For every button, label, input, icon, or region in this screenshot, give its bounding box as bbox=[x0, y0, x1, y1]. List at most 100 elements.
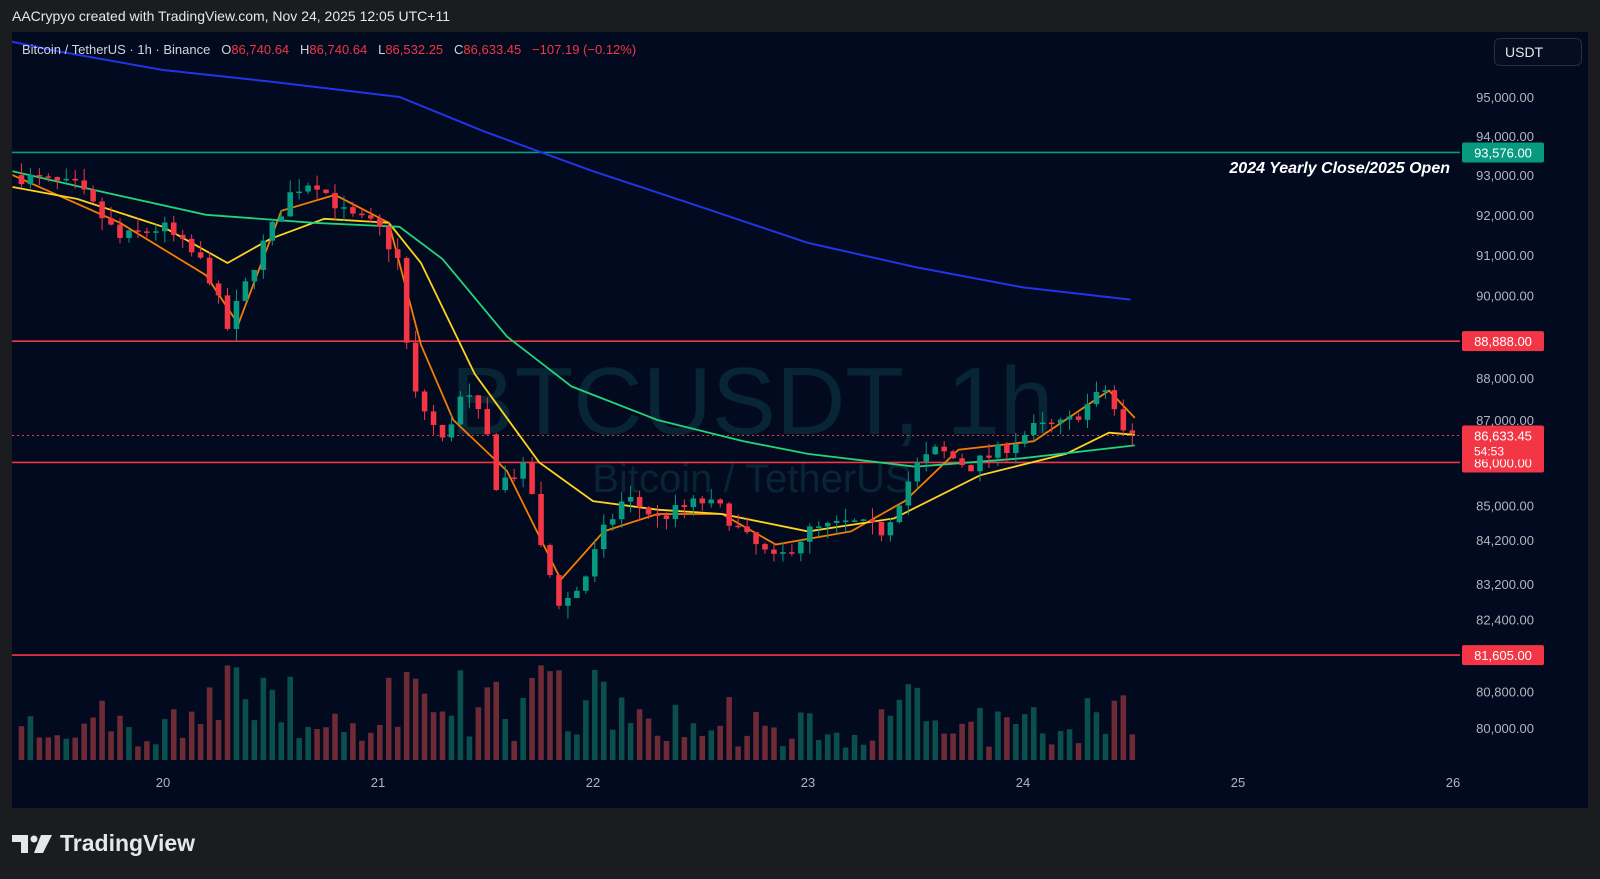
candle-body bbox=[896, 505, 903, 523]
candle-body bbox=[1111, 390, 1118, 410]
volume-bar bbox=[762, 725, 768, 760]
candle-body bbox=[215, 283, 222, 296]
candle-body bbox=[592, 549, 598, 577]
volume-bar bbox=[1129, 734, 1136, 760]
symbol-label[interactable]: Bitcoin / TetherUS · 1h · Binance bbox=[22, 42, 211, 57]
volume-bar bbox=[824, 734, 831, 760]
volume-bar bbox=[341, 732, 347, 760]
volume-bar bbox=[914, 687, 921, 760]
volume-bar bbox=[421, 693, 428, 760]
currency-button[interactable]: USDT bbox=[1494, 38, 1582, 66]
yearly-close-annotation: 2024 Yearly Close/2025 Open bbox=[1228, 160, 1450, 177]
volume-bar bbox=[278, 722, 285, 760]
level-price-tag bbox=[1462, 645, 1544, 666]
candle-body bbox=[556, 575, 562, 606]
time-axis-tick: 22 bbox=[586, 775, 600, 790]
volume-bar bbox=[260, 677, 267, 760]
candle-body bbox=[144, 231, 150, 233]
candle-body bbox=[511, 477, 517, 480]
candle-body bbox=[251, 269, 258, 282]
candle-body bbox=[600, 524, 607, 550]
candle-body bbox=[726, 503, 732, 526]
watermark-name: Bitcoin / TetherUS bbox=[592, 457, 911, 501]
volume-bar bbox=[484, 687, 491, 760]
price-chart[interactable]: BTCUSDT, 1h Bitcoin / TetherUS 93,576.00… bbox=[12, 32, 1588, 808]
volume-bar bbox=[735, 746, 741, 760]
candle-body bbox=[162, 222, 168, 232]
volume-bar bbox=[699, 735, 706, 760]
candle-body bbox=[108, 218, 114, 225]
candle-body bbox=[824, 522, 831, 527]
volume-bar bbox=[135, 746, 141, 760]
volume-bar bbox=[1120, 695, 1127, 760]
level-price-tag bbox=[1462, 142, 1544, 163]
close-value: 86,633.45 bbox=[463, 42, 522, 57]
volume-bar bbox=[36, 737, 43, 760]
volume-bar bbox=[1075, 743, 1082, 760]
candle-body bbox=[439, 424, 446, 438]
volume-bar bbox=[681, 737, 688, 760]
candle-body bbox=[663, 515, 670, 520]
volume-bar bbox=[860, 744, 867, 760]
volume-bar bbox=[708, 730, 715, 760]
volume-bar bbox=[296, 738, 302, 760]
level-price-label: 88,888.00 bbox=[1474, 334, 1532, 349]
volume-bar bbox=[950, 733, 956, 760]
volume-bar bbox=[1084, 698, 1091, 760]
volume-bar bbox=[1102, 733, 1109, 760]
candle-body bbox=[385, 226, 392, 250]
candle-body bbox=[869, 519, 876, 523]
candle-body bbox=[914, 462, 921, 482]
volume-bar bbox=[789, 738, 795, 760]
tradingview-logo[interactable]: TradingView bbox=[12, 830, 195, 857]
candle-body bbox=[789, 552, 795, 554]
candle-body bbox=[421, 391, 428, 412]
candle-body bbox=[771, 549, 777, 554]
candle-body bbox=[368, 215, 374, 219]
volume-bar bbox=[323, 727, 329, 760]
price-axis-tick: 93,000.00 bbox=[1476, 168, 1534, 183]
volume-bar bbox=[350, 723, 356, 760]
volume-bar bbox=[72, 737, 78, 760]
candle-body bbox=[90, 189, 96, 202]
high-value: 86,740.64 bbox=[309, 42, 368, 57]
candle-body bbox=[1129, 430, 1136, 434]
candle-body bbox=[332, 192, 338, 209]
watermark-ticker: BTCUSDT, 1h bbox=[451, 348, 1054, 455]
candle-body bbox=[72, 178, 78, 181]
volume-bar bbox=[359, 740, 365, 760]
price-axis-tick: 92,000.00 bbox=[1476, 208, 1534, 223]
low-label: L bbox=[378, 42, 386, 57]
volume-bar bbox=[744, 735, 750, 760]
volume-bar bbox=[627, 723, 634, 760]
candle-body bbox=[475, 395, 482, 410]
volume-bar bbox=[430, 712, 437, 760]
chart-panel[interactable] bbox=[12, 32, 1588, 808]
candle-body bbox=[233, 301, 240, 329]
candle-body bbox=[466, 395, 473, 397]
volume-bar bbox=[977, 707, 983, 760]
candle-body bbox=[815, 526, 822, 528]
volume-bar bbox=[753, 711, 759, 760]
volume-bar bbox=[394, 726, 401, 760]
brand-name: TradingView bbox=[60, 830, 196, 856]
volume-bar bbox=[851, 734, 858, 760]
volume-bar bbox=[54, 735, 61, 760]
volume-bar bbox=[251, 720, 258, 760]
volume-bar bbox=[224, 665, 231, 760]
candle-body bbox=[690, 498, 697, 508]
candle-body bbox=[493, 434, 500, 491]
candle-body bbox=[1093, 392, 1100, 405]
candle-body bbox=[126, 230, 132, 238]
volume-bar bbox=[1013, 724, 1019, 760]
candle-body bbox=[618, 501, 625, 520]
volume-bar bbox=[412, 678, 419, 760]
candle-body bbox=[654, 514, 661, 516]
volume-bar bbox=[798, 712, 804, 760]
candle-body bbox=[206, 257, 213, 284]
volume-bar bbox=[18, 726, 25, 760]
candle-body bbox=[1066, 416, 1073, 420]
candle-body bbox=[538, 493, 544, 546]
candle-body bbox=[260, 240, 267, 270]
price-axis-tick: 84,200.00 bbox=[1476, 533, 1534, 548]
